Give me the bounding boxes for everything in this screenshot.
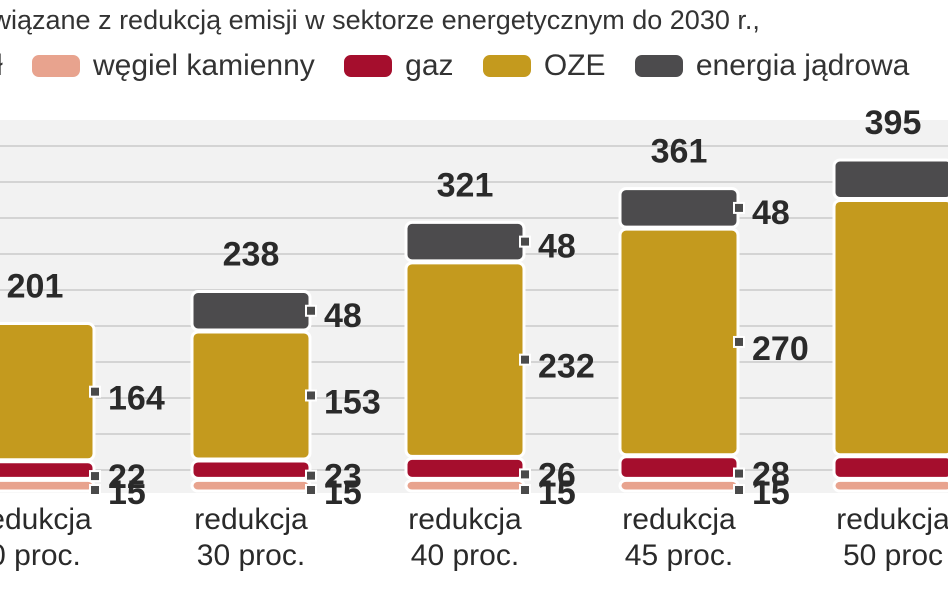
bar-segment-gas [618, 455, 740, 480]
legend-item-renewables: OZE [481, 46, 606, 86]
bar-segment-renewables [0, 322, 96, 462]
bar-segment-coal [618, 478, 740, 493]
value-label-coal: 15 [108, 474, 146, 512]
value-label-gas: 23 [324, 458, 362, 496]
value-marker [733, 201, 745, 214]
bar-segment-renewables [618, 227, 740, 457]
value-label-nuclear: 48 [752, 194, 790, 232]
category-label: redukcja [408, 503, 522, 536]
category-label: redukcja [0, 503, 92, 536]
legend-swatch-gas [343, 54, 394, 78]
bar-segment-renewables [404, 261, 526, 458]
legend-label-coal: węgiel kamienny [93, 49, 315, 82]
bar-segment-coal [404, 478, 526, 493]
value-label-coal: 15 [538, 474, 576, 512]
legend-label-nuclear: energia jądrowa [695, 49, 910, 82]
bar-segment-gas [404, 456, 526, 480]
value-marker [89, 484, 101, 496]
value-label-gas: 26 [538, 456, 576, 494]
category-label: redukcja [836, 503, 948, 536]
category-label: 0 proc. [0, 539, 81, 572]
legend-item-coal: węgiel kamienny [31, 46, 315, 86]
value-label-coal: 15 [752, 474, 790, 512]
legend: ł węgiel kamienny gaz OZE energia jądrow… [0, 46, 948, 86]
value-marker [305, 389, 317, 402]
value-label-renewables: 164 [108, 380, 165, 418]
bar-segment-renewables [190, 330, 312, 461]
value-label-renewables: 153 [324, 383, 381, 421]
value-label-coal: 15 [324, 474, 362, 512]
value-marker [305, 484, 317, 496]
bar-segment-gas [0, 460, 96, 480]
value-marker [519, 484, 531, 496]
category-label: redukcja [194, 503, 308, 536]
value-marker [519, 235, 531, 248]
value-marker [89, 385, 101, 398]
legend-item-nuclear: energia jądrowa [633, 46, 910, 86]
category-label: redukcja [622, 503, 736, 536]
value-label-renewables: 270 [752, 330, 809, 368]
bar-segment-gas [190, 459, 312, 480]
bar-segment-coal [832, 478, 948, 493]
value-marker [305, 304, 317, 317]
total-label: 395 [865, 104, 922, 142]
value-marker [733, 484, 745, 496]
total-label: 321 [437, 166, 494, 204]
value-label-gas: 28 [752, 456, 790, 494]
bar-segment-nuclear [190, 290, 312, 332]
value-label-renewables: 232 [538, 348, 595, 386]
legend-item-gas: gaz [343, 46, 454, 86]
value-label-nuclear: 48 [538, 228, 576, 266]
legend-swatch-nuclear [633, 54, 684, 78]
category-label: 45 proc. [625, 539, 733, 572]
value-marker [519, 468, 531, 481]
value-marker [733, 335, 745, 348]
value-marker [519, 353, 531, 366]
total-label: 238 [223, 236, 280, 274]
value-label-nuclear: 48 [324, 297, 362, 335]
value-marker [89, 470, 101, 483]
category-label: 40 proc. [411, 539, 519, 572]
chart-title: związane z redukcją emisji w sektorze en… [0, 0, 948, 40]
unit-fragment: ł [0, 46, 3, 86]
bar-segment-coal [190, 478, 312, 493]
chart-title-text: związane z redukcją emisji w sektorze en… [0, 5, 760, 35]
bar-segment-renewables [832, 198, 948, 457]
bar-segment-nuclear [404, 220, 526, 263]
category-label: 50 proc [843, 539, 943, 572]
bar-segment-coal [0, 478, 96, 493]
total-label: 201 [7, 268, 64, 306]
value-label-gas: 22 [108, 458, 146, 496]
value-marker [733, 467, 745, 480]
bar-segment-nuclear [832, 158, 948, 200]
legend-label-renewables: OZE [543, 49, 606, 82]
legend-label-gas: gaz [405, 49, 454, 82]
bar-segment-gas [832, 455, 948, 480]
total-label: 361 [651, 133, 708, 171]
bar-segment-nuclear [618, 187, 740, 229]
value-marker [305, 469, 317, 482]
legend-swatch-renewables [481, 54, 532, 78]
category-label: 30 proc. [197, 539, 305, 572]
legend-swatch-coal [31, 54, 82, 78]
